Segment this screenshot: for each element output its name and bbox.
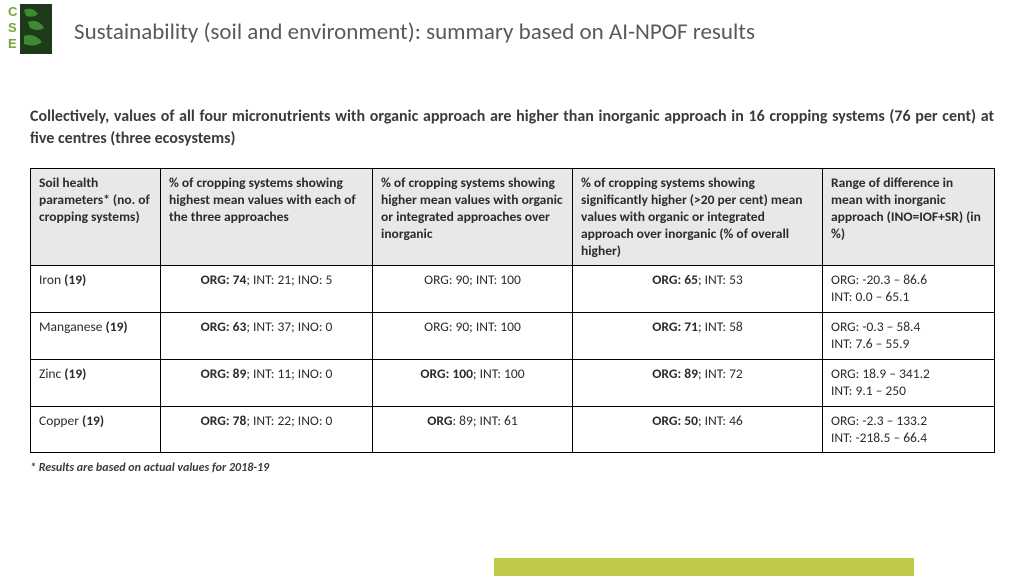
- cell-parameter: Zinc (19): [31, 359, 161, 406]
- table-row: Zinc (19)ORG: 89; INT: 11; INO: 0ORG: 10…: [31, 359, 995, 406]
- logo-letter-c: C: [8, 4, 18, 19]
- cell-sig-higher: ORG: 71; INT: 58: [573, 313, 823, 360]
- logo-letter-s: S: [8, 20, 17, 35]
- col-header-parameters: Soil health parameters* (no. of cropping…: [31, 169, 161, 266]
- cell-range: ORG: -2.3 – 133.2INT: -218.5 – 66.4: [823, 406, 995, 453]
- logo-letter-e: E: [8, 36, 17, 51]
- micronutrients-table: Soil health parameters* (no. of cropping…: [30, 168, 995, 453]
- cell-range: ORG: -20.3 – 86.6INT: 0.0 – 65.1: [823, 266, 995, 313]
- cell-highest: ORG: 63; INT: 37; INO: 0: [161, 313, 373, 360]
- table-header-row: Soil health parameters* (no. of cropping…: [31, 169, 995, 266]
- cell-parameter: Copper (19): [31, 406, 161, 453]
- cell-parameter: Iron (19): [31, 266, 161, 313]
- col-header-higher: % of cropping systems showing higher mea…: [373, 169, 573, 266]
- decorative-bottom-bar: [494, 558, 914, 576]
- cell-sig-higher: ORG: 65; INT: 53: [573, 266, 823, 313]
- cell-highest: ORG: 78; INT: 22; INO: 0: [161, 406, 373, 453]
- table-row: Manganese (19)ORG: 63; INT: 37; INO: 0OR…: [31, 313, 995, 360]
- cse-logo: C S E: [8, 4, 52, 54]
- cell-sig-higher: ORG: 50; INT: 46: [573, 406, 823, 453]
- col-header-range: Range of difference in mean with inorgan…: [823, 169, 995, 266]
- cell-highest: ORG: 74; INT: 21; INO: 5: [161, 266, 373, 313]
- cell-higher: ORG: 100; INT: 100: [373, 359, 573, 406]
- footnote: * Results are based on actual values for…: [30, 461, 269, 475]
- table-row: Copper (19)ORG: 78; INT: 22; INO: 0ORG: …: [31, 406, 995, 453]
- cell-highest: ORG: 89; INT: 11; INO: 0: [161, 359, 373, 406]
- cell-range: ORG: -0.3 – 58.4INT: 7.6 – 55.9: [823, 313, 995, 360]
- col-header-sig-higher: % of cropping systems showing significan…: [573, 169, 823, 266]
- cell-higher: ORG: 90; INT: 100: [373, 266, 573, 313]
- intro-paragraph: Collectively, values of all four micronu…: [30, 106, 994, 149]
- col-header-highest: % of cropping systems showing highest me…: [161, 169, 373, 266]
- cell-higher: ORG: 90; INT: 100: [373, 313, 573, 360]
- cell-higher: ORG: 89; INT: 61: [373, 406, 573, 453]
- cell-range: ORG: 18.9 – 341.2INT: 9.1 – 250: [823, 359, 995, 406]
- cell-parameter: Manganese (19): [31, 313, 161, 360]
- table-row: Iron (19)ORG: 74; INT: 21; INO: 5ORG: 90…: [31, 266, 995, 313]
- slide-title: Sustainability (soil and environment): s…: [74, 18, 755, 46]
- cell-sig-higher: ORG: 89; INT: 72: [573, 359, 823, 406]
